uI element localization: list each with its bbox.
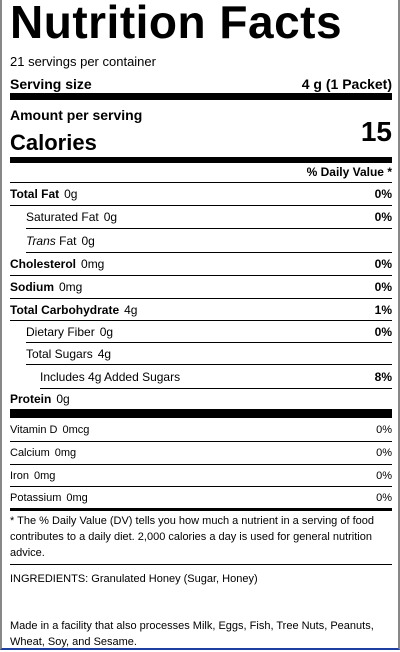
vitamin-name: Calcium [10, 447, 50, 459]
nutrient-row: Cholesterol 0mg 0% [10, 253, 392, 276]
rule [10, 508, 392, 511]
calories-value: 15 [360, 116, 392, 147]
vitamin-row: Iron 0mg 0% [10, 465, 392, 487]
vitamin-amount: 0mcg [62, 424, 90, 436]
vitamin-amount: 0mg [66, 491, 88, 504]
nutrient-amount: 0g [103, 210, 118, 224]
nutrient-amount: 0mg [59, 280, 83, 294]
nutrient-amount: 4g [97, 346, 112, 361]
nutrient-dv: 8% [374, 369, 392, 384]
nutrient-name: Dietary Fiber [26, 324, 95, 339]
nutrient-row: Total Fat 0g 0% [10, 183, 392, 206]
amount-per-serving: Amount per serving [10, 107, 143, 123]
nutrient-amount: 0g [99, 324, 114, 339]
footnote: * The % Daily Value (DV) tells you how m… [10, 515, 374, 559]
thick-rule [10, 157, 392, 163]
vitamin-row: Potassium 0mg 0% [10, 487, 392, 509]
nutrient-dv: 1% [374, 302, 392, 317]
nutrient-name: Cholesterol [10, 257, 77, 271]
nutrient-amount: 0g [64, 187, 78, 201]
nutrient-name: Saturated Fat [26, 210, 99, 224]
nutrient-name: Fat [59, 233, 77, 248]
nutrient-dv: 0% [374, 187, 392, 201]
serving-size: Serving size 4 g (1 Packet) [10, 76, 392, 92]
nutrient-amount: 0g [56, 392, 70, 406]
title: Nutrition Facts [10, 0, 343, 48]
vitamin-dv: 0% [376, 424, 392, 436]
thick-rule [10, 409, 392, 418]
nutrient-amount: 0g [81, 233, 95, 248]
nutrient-row: Total Sugars 4g [26, 343, 392, 365]
daily-value-header: % Daily Value * [306, 165, 392, 179]
nutrient-row: Dietary Fiber 0g 0% [26, 321, 392, 343]
calories-label: Calories [10, 130, 97, 155]
vitamin-amount: 0mg [33, 469, 56, 482]
nutrient-dv: 0% [374, 257, 392, 271]
nutrient-row: Trans Fat 0g [26, 229, 392, 253]
vitamin-row: Vitamin D 0mcg 0% [10, 419, 392, 442]
nutrient-row: Saturated Fat 0g 0% [26, 206, 392, 229]
nutrient-dv: 0% [374, 280, 392, 294]
nutrient-row: Protein 0g [10, 389, 392, 409]
vitamin-dv: 0% [376, 447, 392, 459]
nutrient-row: Sodium 0mg 0% [10, 276, 392, 299]
thick-rule [10, 93, 392, 100]
nutrient-name: Total Sugars [26, 346, 93, 361]
vitamin-row: Calcium 0mg 0% [10, 442, 392, 465]
nutrient-name-italic: Trans [26, 233, 56, 248]
rule [10, 182, 392, 183]
nutrient-amount: 0mg [81, 257, 105, 271]
nutrient-dv: 0% [374, 210, 392, 224]
vitamin-name: Potassium [10, 491, 62, 504]
vitamin-name: Iron [10, 469, 29, 482]
vitamin-dv: 0% [376, 491, 392, 504]
nutrient-name: Sodium [10, 280, 54, 294]
serving-size-value: 4 g (1 Packet) [301, 76, 392, 92]
ingredients: INGREDIENTS: Granulated Honey (Sugar, Ho… [10, 573, 258, 585]
vitamin-name: Vitamin D [10, 424, 58, 436]
nutrient-row: Includes 4g Added Sugars 8% [40, 365, 392, 389]
rule [10, 564, 392, 565]
vitamin-amount: 0mg [54, 447, 77, 459]
nutrient-name: Protein [10, 392, 52, 406]
nutrient-dv: 0% [374, 324, 392, 339]
nutrient-name: Total Fat [10, 187, 60, 201]
nutrient-amount: 4g [124, 302, 138, 317]
serving-size-label: Serving size [10, 76, 92, 92]
vitamin-dv: 0% [376, 469, 392, 482]
nutrient-name: Total Carbohydrate [10, 302, 120, 317]
servings: 21 servings per container [10, 54, 156, 69]
allergens: Made in a facility that also processes M… [10, 620, 374, 648]
nutrient-name: Includes 4g Added Sugars [40, 369, 181, 384]
nutrient-row: Total Carbohydrate 4g 1% [10, 299, 392, 321]
